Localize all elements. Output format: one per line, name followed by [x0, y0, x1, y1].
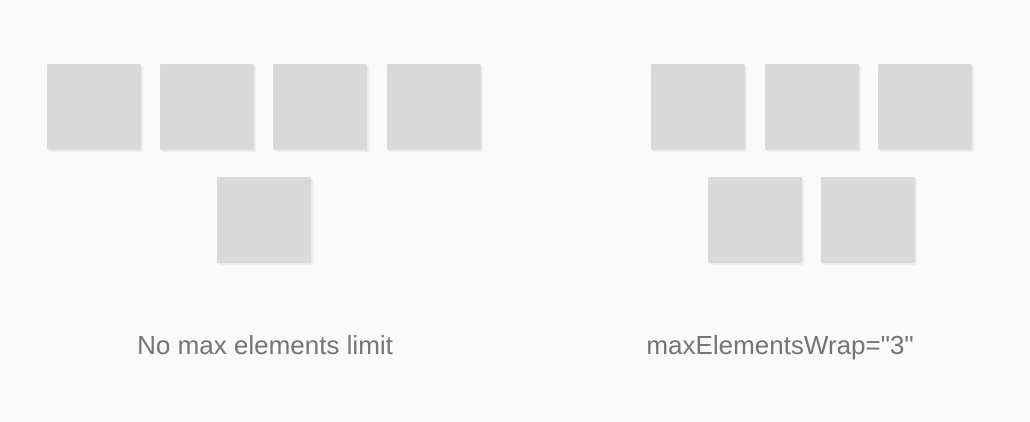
placeholder-box	[708, 177, 802, 263]
placeholder-box	[651, 64, 745, 150]
placeholder-box	[387, 64, 481, 150]
placeholder-box	[217, 177, 311, 263]
no-limit-caption: No max elements limit	[137, 330, 393, 360]
placeholder-box	[47, 64, 141, 150]
max-elements-wrap-demo-panel: maxElementsWrap="3"	[530, 0, 1030, 422]
max-elements-wrap-caption: maxElementsWrap="3"	[646, 330, 914, 360]
placeholder-box	[273, 64, 367, 150]
no-limit-demo-panel: No max elements limit	[47, 64, 481, 360]
placeholder-box	[821, 177, 915, 263]
placeholder-box	[765, 64, 859, 150]
placeholder-box	[160, 64, 254, 150]
placeholder-box	[878, 64, 972, 150]
